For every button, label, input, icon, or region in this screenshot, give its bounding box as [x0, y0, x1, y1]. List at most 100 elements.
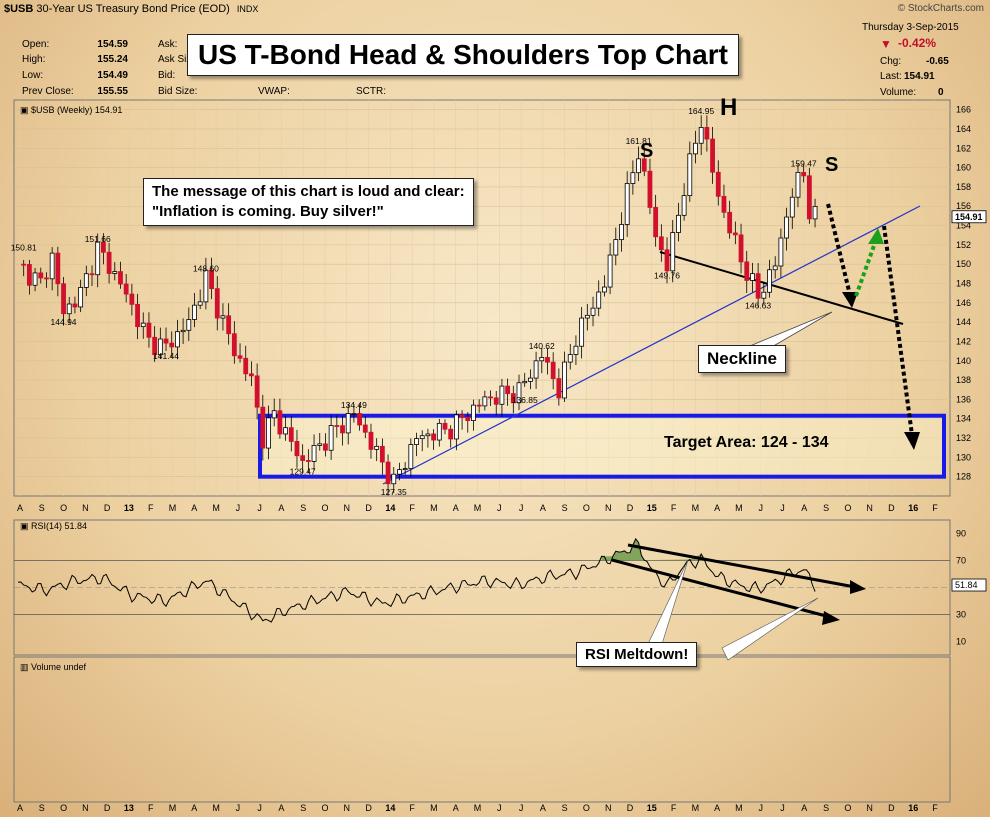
chg-value: -0.65 [926, 56, 949, 67]
candle-body [721, 195, 727, 213]
bottom-x-tick: O [844, 803, 851, 813]
candle-body [579, 317, 585, 347]
candle-body [118, 271, 123, 285]
bottom-x-tick: F [671, 803, 677, 813]
price-y-tick: 154 [956, 221, 971, 231]
bid-label: Bid: [158, 70, 176, 81]
price-x-tick: M [692, 503, 700, 513]
candle-body [806, 175, 812, 220]
stat-open-value: 154.59 [97, 39, 128, 50]
stat-prevclose-value: 155.55 [97, 86, 128, 97]
candle-body [681, 195, 687, 216]
price-x-tick: A [191, 503, 197, 513]
rsi-upper-arrowhead [850, 580, 866, 594]
candle-body [305, 460, 311, 462]
candle-body [476, 404, 482, 407]
price-y-tick: 150 [956, 259, 971, 269]
candle-body [738, 234, 744, 263]
candle-body [419, 435, 425, 440]
bottom-x-tick: J [758, 803, 763, 813]
candle-body [38, 272, 44, 279]
rsi-lower-arrowhead [822, 611, 840, 625]
price-y-tick: 152 [956, 240, 971, 250]
candle-body [499, 385, 505, 405]
candle-body [385, 461, 391, 485]
price-x-tick: F [671, 503, 677, 513]
candle-body [214, 288, 220, 319]
forecast-arrow-up [854, 239, 878, 297]
price-x-tick: 14 [385, 503, 395, 513]
candle-body [704, 127, 710, 140]
price-x-tick: N [605, 503, 612, 513]
price-x-tick: D [104, 503, 111, 513]
candle-body [260, 406, 266, 449]
price-x-tick: J [780, 503, 785, 513]
candle-body [32, 272, 38, 286]
last-price-tag-box [951, 210, 987, 224]
candle-body [602, 286, 607, 293]
price-x-tick: J [519, 503, 524, 513]
price-x-tick: A [278, 503, 284, 513]
candle-body [562, 361, 567, 399]
candle-body [624, 183, 630, 225]
candle-body [750, 273, 755, 281]
candle-body [249, 373, 254, 377]
candle-body [732, 232, 738, 236]
last-value: 154.91 [904, 71, 935, 82]
annotation-message: The message of this chart is loud and cl… [143, 178, 474, 226]
candle-body [431, 433, 437, 441]
price-y-tick: 136 [956, 394, 971, 404]
candle-body [311, 445, 317, 462]
candle-body [186, 319, 192, 331]
candle-body [767, 269, 772, 293]
price-peak-label: 127.35 [381, 487, 407, 497]
candle-body [157, 338, 163, 356]
price-x-tick: J [257, 503, 262, 513]
bottom-x-tick: O [60, 803, 67, 813]
candle-body [425, 433, 431, 437]
bottom-x-tick: S [39, 803, 45, 813]
message-line-1: The message of this chart is loud and cl… [152, 183, 465, 200]
price-x-tick: 15 [647, 503, 657, 513]
chg-label: Chg: [880, 56, 902, 67]
candle-body [744, 261, 750, 281]
stat-low-value: 154.49 [97, 70, 128, 81]
candle-body [687, 153, 693, 197]
bottom-x-tick: 16 [908, 803, 918, 813]
candle-body [567, 354, 573, 363]
candle-body [345, 413, 351, 434]
rsi-callout-pointer-left [647, 559, 689, 645]
price-x-tick: N [866, 503, 873, 513]
price-y-tick: 128 [956, 472, 971, 482]
candle-body [266, 417, 271, 449]
candle-body [670, 232, 676, 272]
candle-body [727, 211, 733, 234]
candle-body [123, 283, 129, 295]
candle-body [402, 468, 408, 471]
price-peak-label: 134.49 [341, 400, 367, 410]
price-x-tick: A [540, 503, 546, 513]
volume-legend: ▥ Volume undef [20, 662, 87, 672]
volume-label: Volume: [880, 87, 917, 98]
candle-body [641, 158, 647, 172]
annotation-neckline: Neckline [698, 345, 786, 373]
bottom-x-tick: A [801, 803, 807, 813]
forecast-arrow-down-1 [826, 203, 852, 296]
candle-body [636, 158, 641, 174]
bottom-x-tick: D [888, 803, 895, 813]
price-y-tick: 166 [956, 105, 971, 115]
candle-body [755, 273, 761, 299]
candle-body [61, 283, 66, 315]
candle-body [516, 382, 522, 404]
price-x-tick: D [365, 503, 372, 513]
price-x-tick: S [39, 503, 45, 513]
price-peak-label: 164.95 [688, 106, 714, 116]
candle-body [613, 239, 619, 256]
candle-body [482, 396, 488, 407]
vwap-label: VWAP: [258, 86, 290, 97]
price-x-tick: S [823, 503, 829, 513]
bottom-x-tick: J [257, 803, 262, 813]
price-y-tick: 164 [956, 124, 971, 134]
candle-body [203, 269, 209, 303]
candle-body [522, 380, 528, 384]
